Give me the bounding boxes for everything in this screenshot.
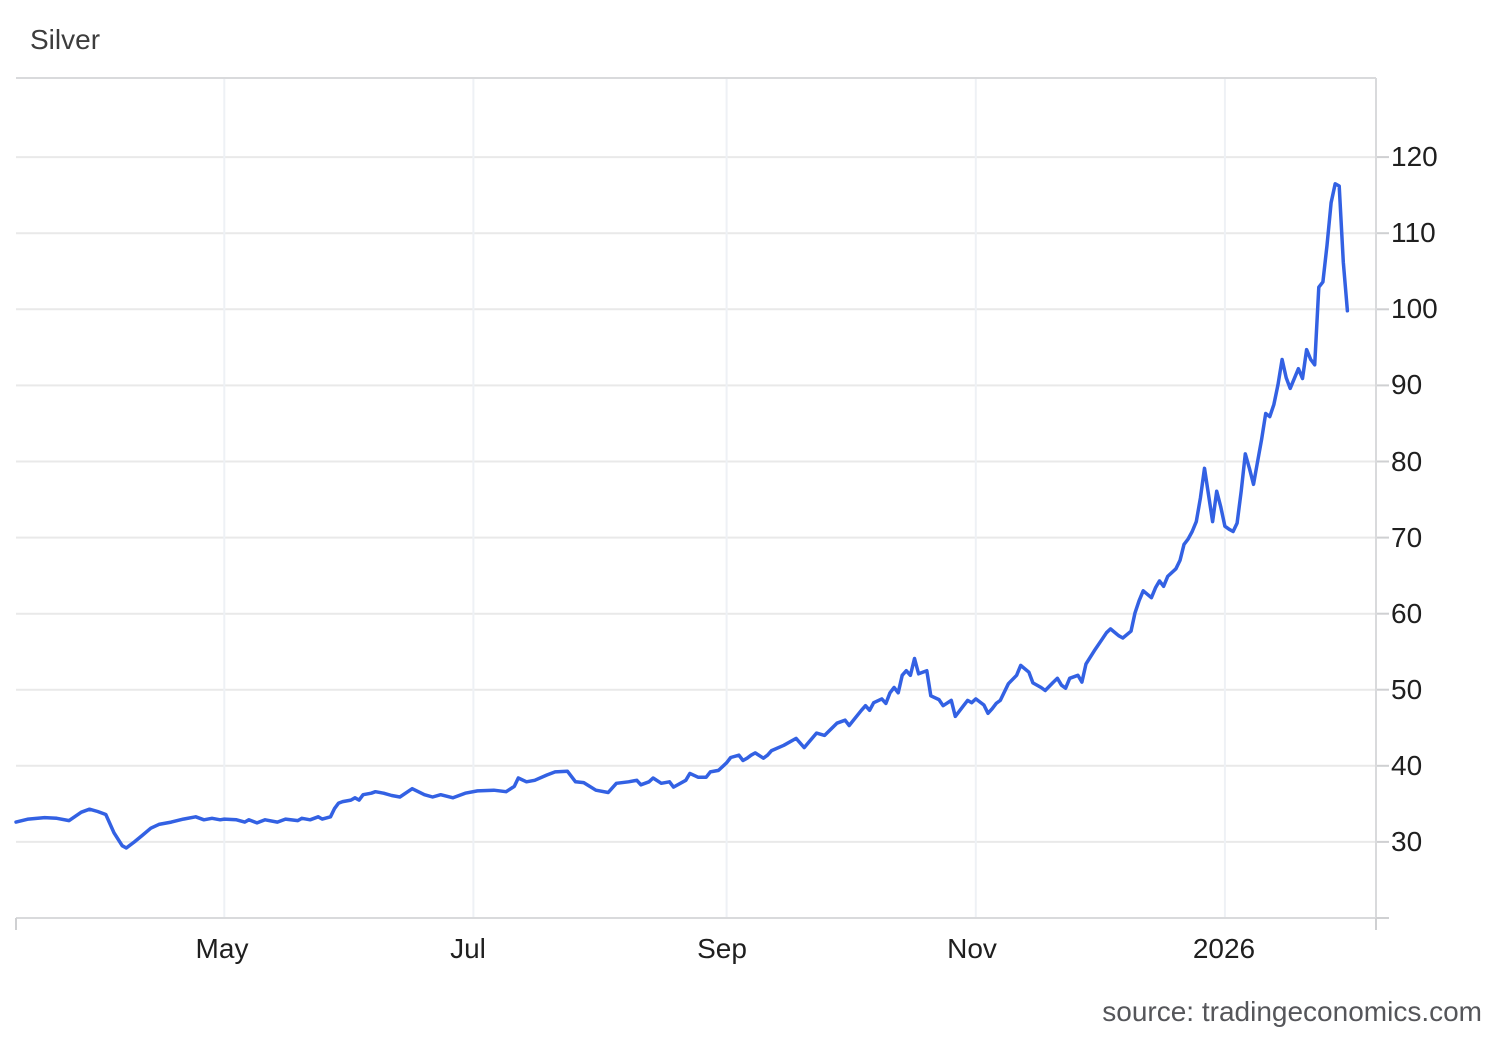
y-tick-label-90: 90	[1391, 369, 1423, 400]
x-tick-label-2026: 2026	[1192, 933, 1256, 964]
y-tick-label-30: 30	[1391, 826, 1423, 857]
y-tick-label-60: 60	[1391, 598, 1423, 629]
source-attribution: source: tradingeconomics.com	[1102, 996, 1482, 1027]
plot-border	[16, 77, 1377, 919]
y-tick-label-110: 110	[1391, 217, 1436, 248]
y-tick-label-50: 50	[1391, 674, 1423, 705]
x-tick-label-sep: Sep	[697, 933, 747, 964]
v-gridlines	[223, 78, 1226, 918]
x-tick-label-nov: Nov	[947, 933, 997, 964]
x-tick-label-may: May	[195, 933, 249, 964]
h-gridlines	[16, 156, 1389, 843]
y-tick-label-40: 40	[1391, 750, 1423, 781]
y-tick-label-70: 70	[1391, 522, 1423, 553]
y-tick-label-80: 80	[1391, 446, 1423, 477]
x-tick-label-jul: Jul	[450, 933, 486, 964]
axis-ticks	[15, 917, 1389, 930]
y-tick-label-120: 120	[1391, 141, 1438, 172]
price-line[interactable]	[14, 182, 1350, 850]
y-tick-label-100: 100	[1391, 293, 1438, 324]
page-title: Silver	[30, 24, 101, 55]
